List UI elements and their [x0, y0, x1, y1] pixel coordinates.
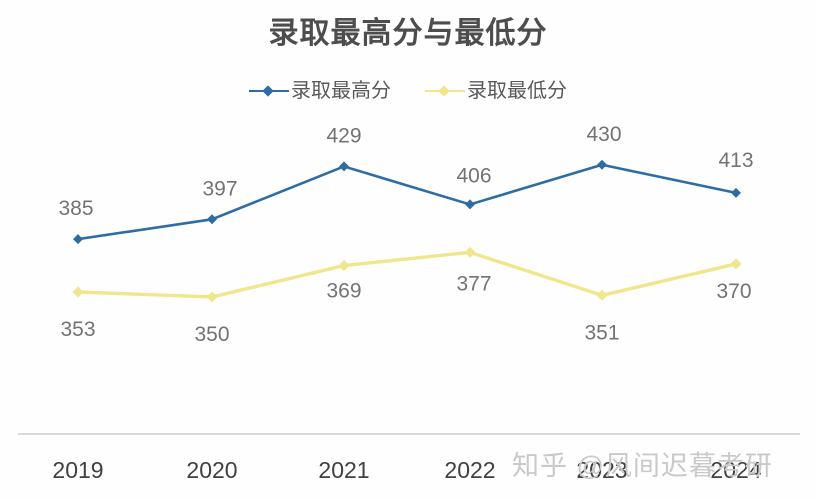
data-label: 377: [456, 272, 491, 295]
data-label: 370: [716, 280, 751, 303]
x-tick-label: 2019: [52, 457, 103, 483]
data-point-marker: [338, 260, 350, 272]
data-point-marker: [339, 161, 349, 172]
data-label: 430: [586, 123, 621, 146]
series-line-low: [72, 246, 742, 303]
x-tick-label: 2021: [318, 457, 369, 483]
data-label: 369: [326, 280, 361, 303]
data-label: 353: [60, 318, 95, 341]
data-label: 350: [194, 323, 229, 346]
data-point-marker: [464, 246, 476, 258]
data-labels-high: 385 397 429 406 430 413: [58, 123, 753, 220]
data-label: 385: [58, 197, 93, 220]
legend-item-high[interactable]: 录取最高分: [249, 80, 391, 102]
legend-label-low: 录取最低分: [467, 80, 567, 102]
x-tick-label: 2022: [444, 457, 495, 483]
data-point-marker: [730, 258, 742, 270]
legend-item-low[interactable]: 录取最低分: [425, 80, 567, 102]
data-point-marker: [596, 289, 608, 301]
data-point-marker: [597, 159, 607, 170]
data-label: 413: [718, 149, 753, 172]
data-label: 351: [584, 321, 619, 344]
chart-title: 录取最高分与最低分: [268, 17, 548, 50]
legend-label-high: 录取最高分: [291, 80, 391, 102]
series-polyline: [77, 163, 737, 241]
data-point-marker: [206, 291, 218, 303]
data-point-marker: [731, 187, 741, 198]
data-point-marker: [465, 199, 475, 210]
x-tick-label: 2023: [576, 457, 627, 483]
chart-legend: 录取最高分 录取最低分: [0, 80, 816, 102]
data-label: 429: [326, 124, 361, 147]
data-point-marker: [207, 214, 217, 225]
series-line-high: [73, 159, 741, 245]
legend-marker-low-icon: [425, 84, 465, 98]
series-polyline: [77, 250, 737, 299]
data-label: 397: [202, 177, 237, 200]
x-tick-label: 2020: [186, 457, 237, 483]
data-labels-low: 353 350 369 377 351 370: [60, 272, 751, 346]
data-label: 406: [456, 164, 491, 187]
x-axis-tick-labels: 2019 2020 2021 2022 2023 2024: [52, 457, 761, 483]
x-tick-label: 2024: [710, 457, 761, 483]
data-point-marker: [72, 286, 84, 298]
legend-marker-high-icon: [249, 84, 289, 98]
data-point-marker: [73, 234, 83, 245]
